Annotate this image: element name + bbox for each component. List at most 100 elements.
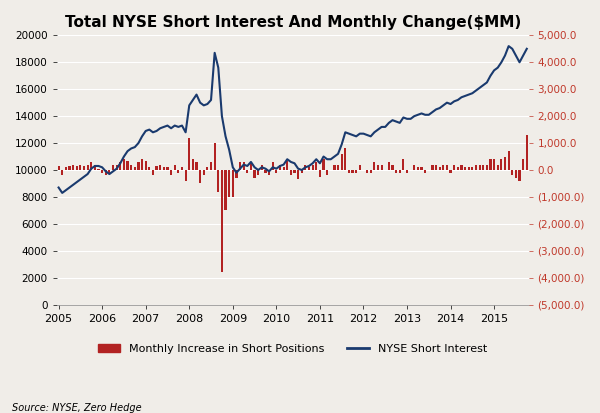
Bar: [486, 165, 488, 170]
Bar: [402, 159, 404, 170]
Bar: [188, 138, 190, 170]
Bar: [119, 162, 121, 170]
Bar: [508, 151, 510, 170]
Bar: [424, 170, 426, 173]
Bar: [166, 167, 169, 170]
Bar: [127, 161, 128, 170]
Bar: [148, 167, 151, 170]
Bar: [290, 170, 292, 176]
Bar: [86, 165, 89, 170]
Bar: [116, 165, 118, 170]
Legend: Monthly Increase in Short Positions, NYSE Short Interest: Monthly Increase in Short Positions, NYS…: [94, 339, 491, 358]
Bar: [185, 170, 187, 181]
Bar: [355, 170, 357, 173]
Bar: [301, 170, 303, 173]
Bar: [435, 165, 437, 170]
Bar: [518, 170, 521, 181]
Bar: [348, 170, 350, 173]
Bar: [90, 162, 92, 170]
Bar: [297, 170, 299, 179]
Bar: [322, 159, 325, 170]
Bar: [130, 165, 132, 170]
Bar: [304, 165, 307, 170]
Bar: [257, 170, 259, 176]
Bar: [217, 170, 220, 192]
Bar: [388, 162, 390, 170]
Bar: [464, 167, 466, 170]
Bar: [72, 165, 74, 170]
Bar: [173, 165, 176, 170]
Bar: [239, 162, 241, 170]
Bar: [467, 167, 470, 170]
Bar: [199, 170, 201, 183]
Bar: [265, 170, 266, 173]
Bar: [253, 170, 256, 178]
Bar: [97, 169, 100, 170]
Bar: [319, 170, 321, 177]
Bar: [283, 167, 285, 170]
Bar: [395, 170, 397, 173]
Bar: [65, 167, 67, 170]
Bar: [192, 159, 194, 170]
Bar: [112, 165, 114, 170]
Bar: [417, 167, 419, 170]
Bar: [457, 167, 459, 170]
Bar: [279, 165, 281, 170]
Bar: [442, 165, 445, 170]
Bar: [482, 165, 484, 170]
Bar: [431, 165, 434, 170]
Bar: [337, 165, 339, 170]
Bar: [352, 170, 353, 173]
Bar: [421, 167, 422, 170]
Bar: [152, 170, 154, 176]
Bar: [181, 167, 183, 170]
Bar: [235, 170, 238, 178]
Title: Total NYSE Short Interest And Monthly Change($MM): Total NYSE Short Interest And Monthly Ch…: [65, 15, 521, 30]
Bar: [79, 165, 82, 170]
Bar: [137, 162, 140, 170]
Bar: [315, 162, 317, 170]
Text: Source: NYSE, Zero Hedge: Source: NYSE, Zero Hedge: [12, 403, 142, 413]
Bar: [515, 170, 517, 178]
Bar: [228, 170, 230, 197]
Bar: [475, 165, 477, 170]
Bar: [101, 170, 103, 173]
Bar: [504, 157, 506, 170]
Bar: [391, 165, 394, 170]
Bar: [250, 162, 252, 170]
Bar: [61, 170, 64, 176]
Bar: [163, 167, 165, 170]
Bar: [344, 148, 346, 170]
Bar: [104, 170, 107, 176]
Bar: [242, 162, 245, 170]
Bar: [511, 170, 514, 176]
Bar: [373, 162, 376, 170]
Bar: [134, 167, 136, 170]
Bar: [224, 170, 227, 210]
Bar: [268, 170, 270, 176]
Bar: [311, 165, 314, 170]
Bar: [155, 166, 158, 170]
Bar: [490, 159, 491, 170]
Bar: [471, 167, 473, 170]
Bar: [221, 170, 223, 272]
Bar: [377, 165, 379, 170]
Bar: [439, 167, 441, 170]
Bar: [406, 170, 408, 173]
Bar: [500, 159, 502, 170]
Bar: [341, 154, 343, 170]
Bar: [206, 167, 208, 170]
Bar: [493, 159, 495, 170]
Bar: [522, 159, 524, 170]
Bar: [123, 159, 125, 170]
Bar: [177, 170, 179, 173]
Bar: [58, 166, 59, 170]
Bar: [203, 170, 205, 176]
Bar: [145, 161, 147, 170]
Bar: [246, 170, 248, 173]
Bar: [526, 135, 528, 170]
Bar: [370, 170, 372, 173]
Bar: [275, 170, 277, 173]
Bar: [413, 165, 415, 170]
Bar: [232, 170, 234, 197]
